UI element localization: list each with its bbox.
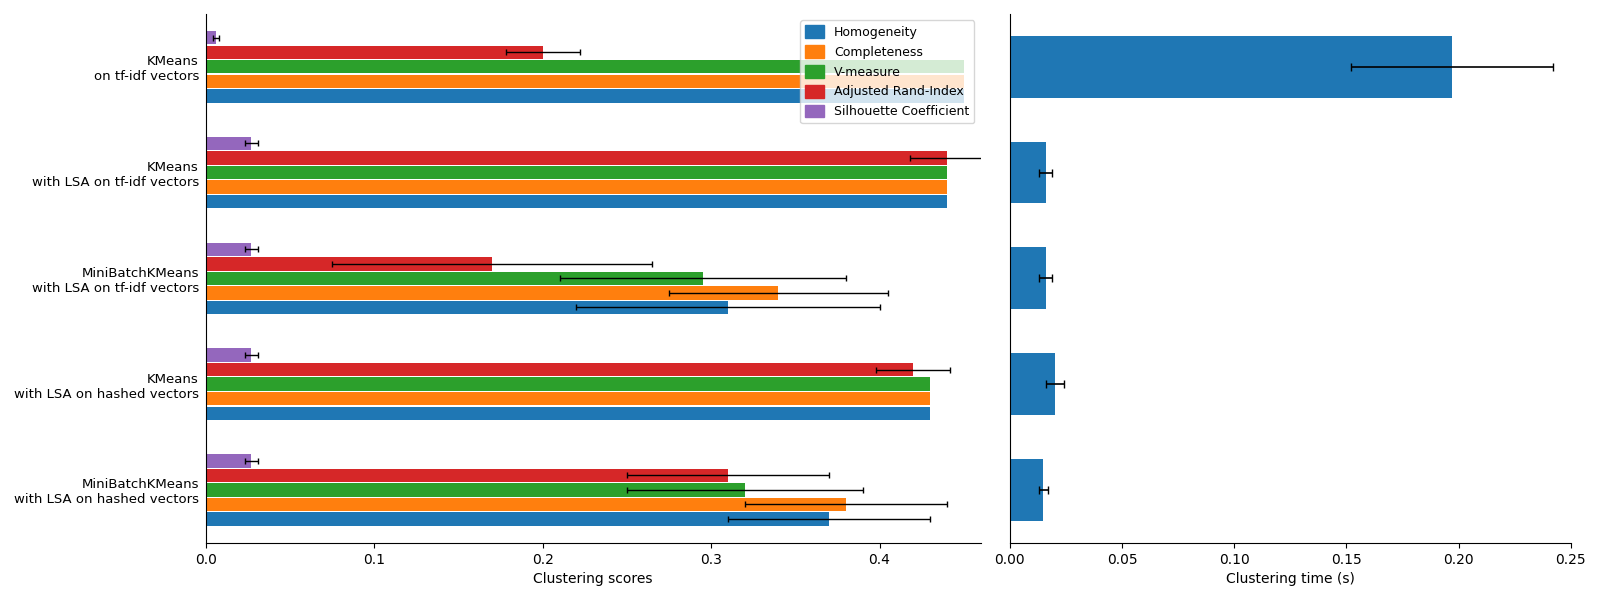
Bar bbox=[206, 74, 963, 88]
Bar bbox=[1010, 36, 1451, 98]
Bar bbox=[206, 286, 779, 299]
X-axis label: Clustering time (s): Clustering time (s) bbox=[1226, 572, 1355, 586]
Bar bbox=[206, 31, 216, 44]
Bar bbox=[206, 181, 947, 194]
Bar bbox=[206, 137, 251, 150]
Bar bbox=[206, 257, 493, 271]
Bar bbox=[206, 498, 846, 511]
Bar bbox=[206, 469, 728, 482]
Bar bbox=[206, 377, 930, 391]
Bar bbox=[206, 363, 914, 376]
Bar bbox=[206, 407, 930, 420]
Bar bbox=[206, 166, 947, 179]
Bar bbox=[206, 195, 947, 208]
Bar bbox=[206, 89, 963, 103]
X-axis label: Clustering scores: Clustering scores bbox=[533, 572, 653, 586]
Bar bbox=[206, 392, 930, 406]
Bar bbox=[206, 349, 251, 362]
Bar bbox=[206, 454, 251, 467]
Bar bbox=[206, 483, 744, 497]
Bar bbox=[206, 151, 947, 165]
Bar bbox=[206, 272, 702, 285]
Bar bbox=[206, 512, 829, 526]
Bar bbox=[1010, 353, 1054, 415]
Bar bbox=[1010, 247, 1046, 309]
Bar bbox=[206, 60, 963, 73]
Bar bbox=[206, 301, 728, 314]
Bar bbox=[1010, 459, 1043, 521]
Bar bbox=[1010, 142, 1046, 203]
Bar bbox=[206, 242, 251, 256]
Bar bbox=[206, 46, 542, 59]
Legend: Homogeneity, Completeness, V-measure, Adjusted Rand-Index, Silhouette Coefficien: Homogeneity, Completeness, V-measure, Ad… bbox=[800, 20, 974, 123]
